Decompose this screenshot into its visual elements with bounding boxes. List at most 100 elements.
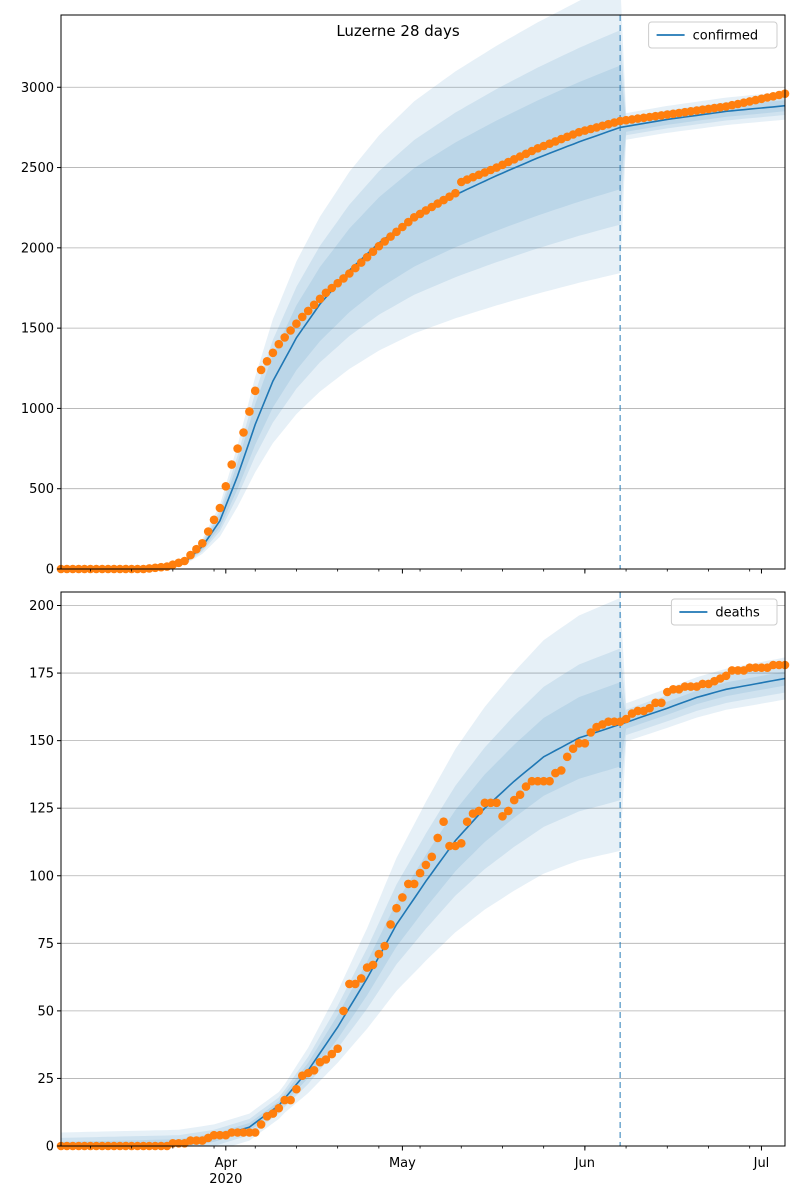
observed-point [286,326,295,335]
observed-point [386,920,395,929]
observed-point [462,817,472,826]
observed-point [180,556,189,566]
observed-point [215,1130,225,1140]
observed-point [233,444,242,453]
x-tick-label: Jun [574,1156,595,1171]
observed-point [457,839,466,848]
y-tick-label: 1000 [21,402,54,417]
observed-point [262,357,272,366]
observed-point [651,698,660,708]
observed-point [509,795,519,805]
observed-point [345,269,354,278]
observed-point [404,879,413,889]
observed-point [250,386,260,396]
observed-point [492,798,501,808]
y-tick-label: 0 [46,563,54,578]
observed-point [433,833,443,843]
observed-point [227,460,236,469]
observed-point [368,960,378,970]
observed-point [339,1006,348,1016]
observed-point [303,306,313,316]
observed-point [198,539,207,548]
observed-point [721,671,731,681]
observed-point [221,482,231,491]
observed-point [574,739,584,748]
observed-point [733,666,743,675]
observed-point [315,294,325,304]
observed-point [380,941,390,951]
observed-point [309,1066,319,1075]
y-tick-label: 150 [29,734,54,749]
observed-point [392,227,401,237]
observed-point [309,300,319,310]
observed-point [404,217,413,227]
observed-point [480,798,490,808]
observed-point [621,714,631,724]
legend-label: deaths [715,606,760,621]
x-tick-label: Apr [215,1156,238,1171]
observed-point [398,893,407,902]
observed-point [727,666,737,675]
observed-point [498,812,507,821]
observed-point [386,232,395,241]
observed-point [345,979,354,989]
observed-point [686,682,696,691]
observed-point [351,263,360,273]
observed-point [250,1128,260,1137]
observed-point [680,682,690,691]
observed-point [245,407,254,416]
observed-point [174,1139,183,1148]
uncertainty-band [61,0,785,569]
observed-point [568,744,578,753]
observed-point [274,1103,284,1113]
observed-point [209,1130,219,1140]
observed-point [751,663,760,672]
observed-point [333,278,343,288]
figure-title: Luzerne 28 days [336,22,460,40]
y-tick-label: 3000 [21,81,54,96]
uncertainty-band [61,671,785,1146]
observed-point [374,949,384,959]
y-tick-label: 125 [29,802,54,817]
observed-point [321,1055,331,1064]
observed-point [527,776,537,786]
y-tick-label: 2500 [21,161,54,176]
axes-frame [60,591,786,1147]
observed-point [256,1120,266,1129]
y-tick-label: 50 [37,1004,54,1019]
y-tick-label: 1500 [21,322,54,337]
observed-point [504,806,513,816]
y-tick-label: 25 [37,1072,54,1087]
observed-point [292,1084,301,1094]
observed-point [192,544,201,554]
observed-point [545,776,554,786]
observed-point [427,852,437,862]
observed-point [580,739,590,748]
panel-confirmed: 0 500 1000 1500 2000 2500 3000 confirmed [21,0,790,578]
observed-point [227,1128,236,1137]
observed-point [645,703,654,713]
observed-point [168,1139,178,1148]
observed-point [339,274,348,283]
observed-point [392,903,401,913]
observed-point [521,782,531,791]
observed-point [351,979,360,989]
observed-point [298,312,307,322]
observed-point [415,868,425,878]
observed-point [280,1095,290,1105]
observed-point [515,790,525,799]
observed-point [327,283,337,293]
observed-point [239,428,248,437]
observed-point [286,1095,295,1105]
observed-point [268,1109,278,1118]
uncertainty-band [61,648,785,1146]
observed-point [562,752,572,762]
observed-point [327,1049,337,1059]
observed-point [533,776,543,786]
observed-point [409,879,419,889]
observed-point [610,717,619,726]
observed-point [539,776,548,786]
observed-point [333,1044,343,1053]
